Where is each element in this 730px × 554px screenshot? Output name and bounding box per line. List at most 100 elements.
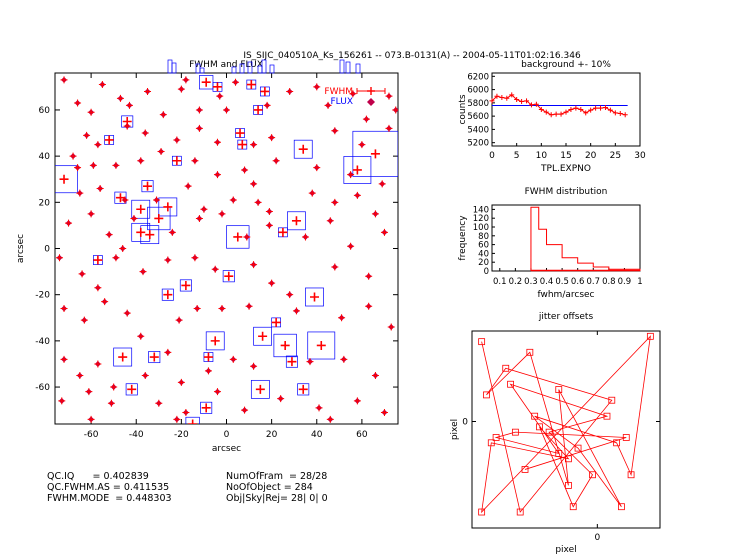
- fwhm-marker: [254, 198, 262, 206]
- fwhm-marker: [232, 78, 240, 86]
- fwhm-marker: [191, 254, 199, 262]
- fwhm-marker-large: [310, 292, 320, 302]
- y-tick-label: 40: [478, 249, 489, 259]
- flux-box: [212, 81, 223, 92]
- fwhm-marker: [245, 302, 253, 310]
- flux-box: [222, 270, 235, 283]
- histogram-title: FWHM distribution: [525, 187, 608, 197]
- flux-box: [171, 155, 182, 166]
- stats-left-2: QC.FWHM.AS = 0.411535: [47, 482, 170, 493]
- fwhm-marker: [85, 388, 93, 396]
- jitter-point: [555, 386, 563, 393]
- fwhm-marker: [392, 106, 398, 114]
- fwhm-marker: [195, 214, 203, 222]
- fwhm-marker: [137, 157, 145, 165]
- legend-flux-label: FLUX: [331, 97, 354, 107]
- flux-box: [250, 379, 270, 399]
- fwhm-marker: [173, 136, 181, 144]
- fwhm-marker-large: [370, 149, 380, 159]
- background-point: [602, 105, 608, 111]
- flux-box: [179, 279, 192, 292]
- plot-frame: [471, 330, 661, 529]
- fwhm-marker-large: [122, 116, 132, 126]
- y-tick-label: 60: [39, 106, 51, 116]
- plot-frame: [491, 72, 641, 147]
- fwhm-marker: [313, 83, 321, 91]
- fwhm-marker: [218, 305, 226, 313]
- x-tick-label: -60: [84, 430, 99, 440]
- x-tick-label: 40: [311, 430, 323, 440]
- stats-right-2: NoOfObject = 284: [226, 482, 313, 493]
- flux-box: [141, 180, 154, 193]
- fwhm-marker: [56, 254, 64, 262]
- fwhm-marker-large: [143, 181, 153, 191]
- fwhm-marker: [159, 111, 167, 119]
- x-axis-label: TPL.EXPNO: [540, 164, 591, 174]
- flux-box: [297, 383, 310, 396]
- fwhm-marker: [250, 180, 258, 188]
- flux-box: [253, 105, 263, 115]
- flux-box: [273, 333, 297, 358]
- y-tick-label: 0: [484, 267, 489, 277]
- flux-box: [55, 165, 78, 194]
- jitter-point: [569, 503, 577, 511]
- flux-box: [161, 288, 174, 301]
- fwhm-marker: [164, 348, 172, 356]
- flux-box: [148, 351, 161, 364]
- fwhm-marker: [123, 309, 131, 317]
- y-tick-label: 120: [473, 214, 489, 224]
- fwhm-marker: [241, 166, 249, 174]
- x-tick-label: 0.7: [586, 277, 600, 287]
- y-tick-label: 6200: [467, 72, 489, 82]
- fwhm-marker: [349, 90, 357, 98]
- background-point: [504, 95, 510, 101]
- jitter-point: [565, 455, 572, 463]
- fwhm-marker-large: [201, 403, 211, 413]
- fwhm-marker-large: [235, 128, 245, 138]
- x-tick-label: 30: [634, 151, 646, 161]
- jitter-point: [536, 423, 543, 431]
- histogram-step: [530, 206, 641, 271]
- fwhm-marker-large: [163, 290, 173, 300]
- x-tick-label: 0.9: [618, 277, 632, 287]
- fwhm-marker: [362, 115, 370, 123]
- fwhm-marker-large: [298, 384, 308, 394]
- background-point: [568, 107, 574, 112]
- y-axis-label: arcsec: [16, 234, 26, 263]
- fwhm-marker: [177, 85, 185, 93]
- flux-box: [114, 191, 127, 204]
- histogram-bar: [562, 258, 578, 271]
- fwhm-marker-large: [145, 230, 155, 240]
- flux-box: [285, 355, 298, 368]
- background-point: [617, 110, 623, 116]
- jitter-point: [531, 412, 539, 420]
- flux-box: [113, 347, 133, 367]
- x-axis-label: arcsec: [212, 444, 241, 454]
- flux-box: [93, 255, 103, 265]
- fwhm-marker-large: [271, 317, 281, 327]
- jitter-point: [507, 380, 514, 388]
- fwhm-marker: [250, 141, 258, 149]
- fwhm-marker-large: [280, 340, 290, 350]
- fwhm-marker: [385, 92, 393, 100]
- background-series-line: [491, 94, 626, 116]
- x-tick-label: 0: [489, 151, 495, 161]
- flux-box: [271, 317, 282, 328]
- fwhm-marker: [105, 231, 113, 239]
- fwhm-marker: [60, 76, 68, 84]
- x-tick-label: 10: [536, 151, 548, 161]
- x-tick-label: 20: [585, 151, 597, 161]
- jitter-point: [565, 482, 572, 489]
- flux-box: [237, 139, 248, 150]
- stats-right-1: NumOfFram = 28/28: [226, 471, 328, 482]
- y-tick-label: 80: [478, 232, 489, 242]
- fwhm-marker: [371, 210, 379, 218]
- flux-histogram-bar: [231, 66, 237, 74]
- flux-box: [343, 156, 372, 184]
- jitter-point: [574, 444, 582, 452]
- fwhm-marker: [204, 367, 212, 375]
- legend-flux-marker: [367, 98, 375, 106]
- flux-box: [287, 211, 306, 231]
- jitter-point: [526, 348, 534, 356]
